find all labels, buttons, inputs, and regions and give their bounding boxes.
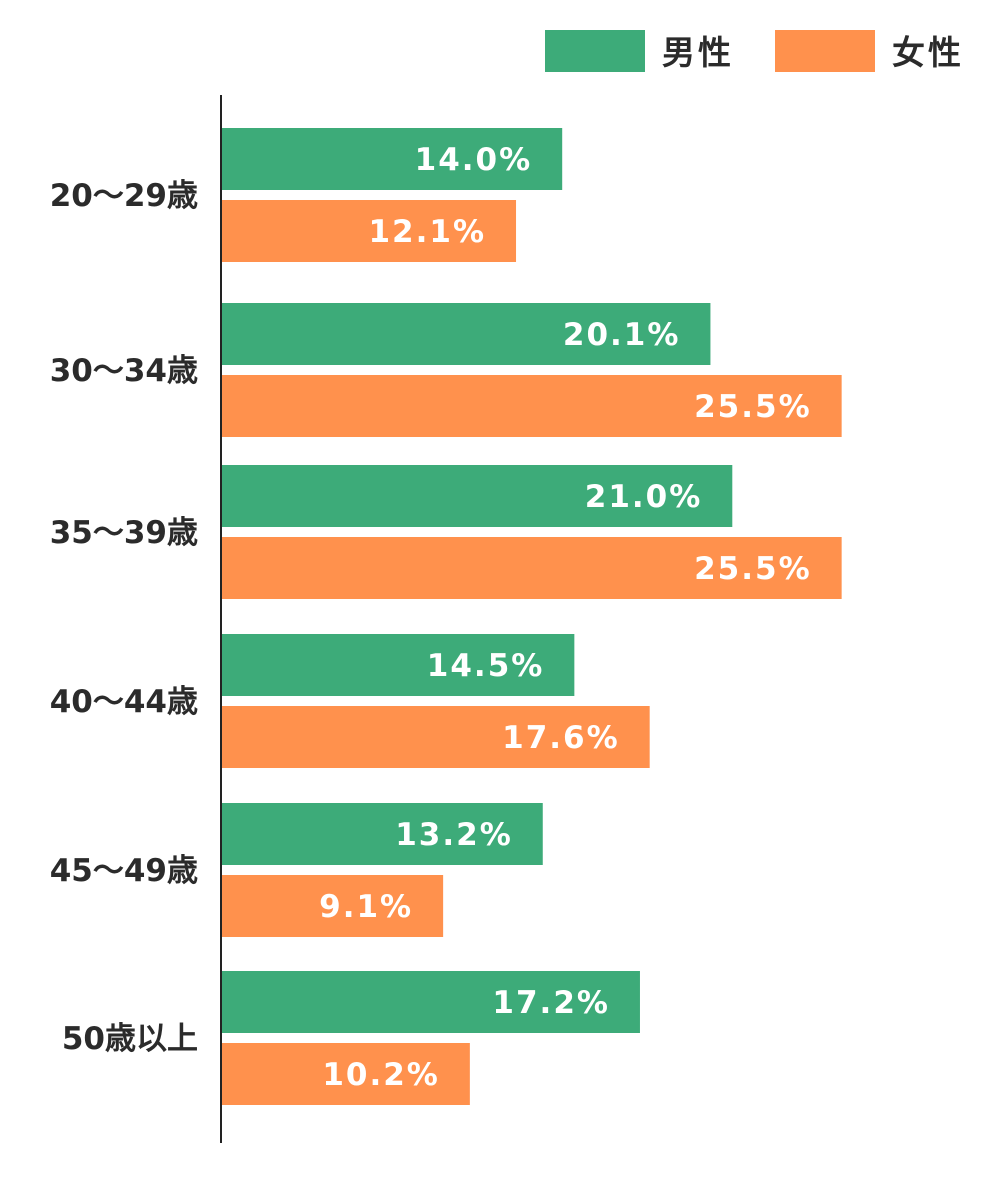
data-label-male: 17.2%	[492, 985, 610, 1021]
category-label: 20〜29歳	[50, 178, 198, 214]
data-label-male: 20.1%	[563, 317, 681, 353]
bar-male	[222, 634, 575, 696]
bar-male	[222, 465, 733, 527]
bar-male	[222, 971, 640, 1033]
bar-female	[222, 1043, 470, 1105]
category-label: 50歳以上	[62, 1021, 198, 1057]
bar-female	[222, 706, 650, 768]
category-label: 35〜39歳	[50, 515, 198, 551]
bar-male	[222, 128, 563, 190]
data-label-male: 14.0%	[415, 142, 533, 178]
bar-female	[222, 875, 444, 937]
legend-swatch-male	[545, 30, 645, 72]
bar-male	[222, 803, 543, 865]
data-label-female: 10.2%	[322, 1057, 440, 1093]
legend-label-male: 男性	[662, 33, 734, 72]
bar-female	[222, 375, 842, 437]
plot-area: 20〜29歳 14.0% 12.1% 30〜34歳 20.1% 25.5% 35〜39歳 21…	[50, 128, 842, 1105]
legend-swatch-female	[775, 30, 875, 72]
category-label: 45〜49歳	[50, 853, 198, 889]
legend-label-female: 女性	[892, 33, 964, 72]
data-label-female: 17.6%	[502, 720, 620, 756]
data-label-female: 9.1%	[319, 889, 413, 925]
bar-male	[222, 303, 711, 365]
legend: 男性 女性	[545, 30, 964, 72]
data-label-female: 25.5%	[694, 389, 812, 425]
bar-female	[222, 537, 842, 599]
bar-female	[222, 200, 517, 262]
data-label-male: 21.0%	[585, 479, 703, 515]
category-label: 40〜44歳	[50, 684, 198, 720]
data-label-male: 13.2%	[395, 817, 513, 853]
data-label-female: 12.1%	[368, 214, 486, 250]
data-label-male: 14.5%	[427, 648, 545, 684]
data-label-female: 25.5%	[694, 551, 812, 587]
category-label: 30〜34歳	[50, 353, 198, 389]
